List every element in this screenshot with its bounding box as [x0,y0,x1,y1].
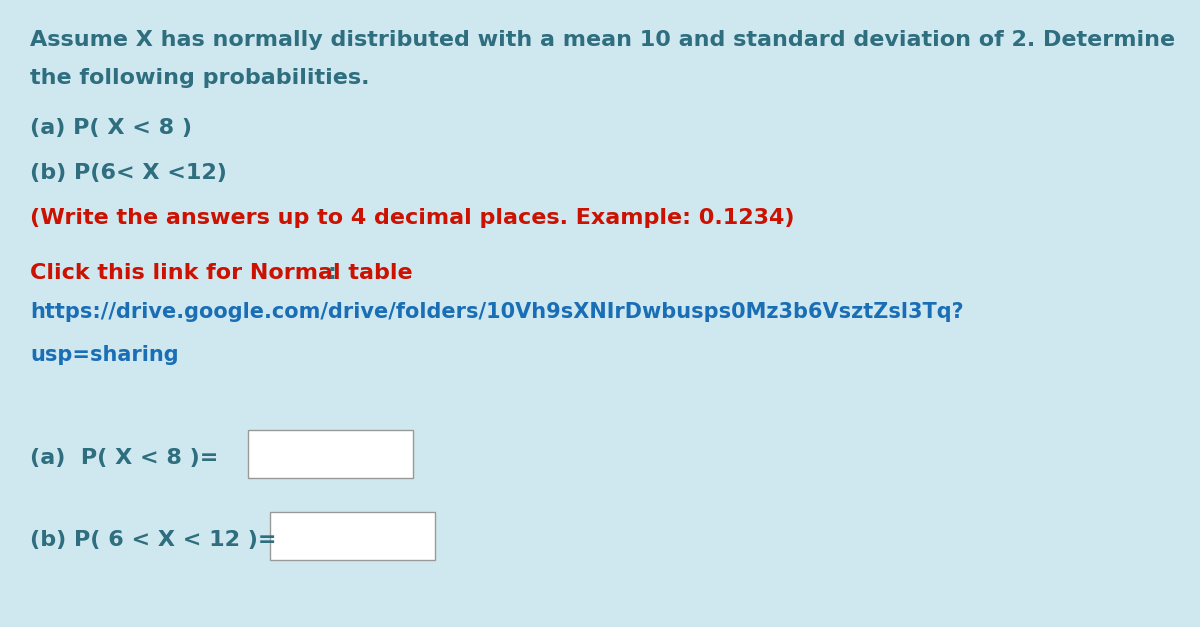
Text: (a)  P( X < 8 )=: (a) P( X < 8 )= [30,448,218,468]
Text: Click this link for Normal table: Click this link for Normal table [30,263,413,283]
Text: (a) P( X < 8 ): (a) P( X < 8 ) [30,118,192,138]
Text: Assume X has normally distributed with a mean 10 and standard deviation of 2. De: Assume X has normally distributed with a… [30,30,1175,50]
Text: :: : [326,263,336,283]
Text: the following probabilities.: the following probabilities. [30,68,370,88]
FancyBboxPatch shape [248,430,413,478]
Text: (Write the answers up to 4 decimal places. Example: 0.1234): (Write the answers up to 4 decimal place… [30,208,794,228]
Text: (b) P(6< X <12): (b) P(6< X <12) [30,163,227,183]
Text: usp=sharing: usp=sharing [30,345,179,365]
Text: (b) P( 6 < X < 12 )=: (b) P( 6 < X < 12 )= [30,530,276,550]
Text: https://drive.google.com/drive/folders/10Vh9sXNIrDwbusps0Mz3b6VsztZsl3Tq?: https://drive.google.com/drive/folders/1… [30,302,964,322]
FancyBboxPatch shape [270,512,436,560]
